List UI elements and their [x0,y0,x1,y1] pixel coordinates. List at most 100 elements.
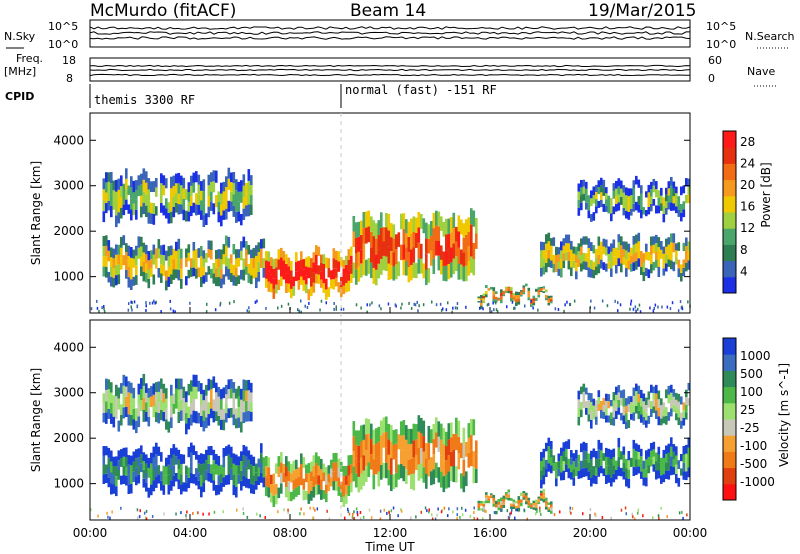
echo-cell [650,254,653,265]
echo-cell [160,409,163,421]
echo-cell [195,468,198,477]
echo-cell [337,458,341,468]
echo-cell [382,241,386,256]
echo-cell [567,252,571,261]
echo-cell [117,244,121,255]
echo-cell [120,175,123,187]
echo-cell [335,471,338,482]
echo-cell [410,428,413,444]
speckle-cell [145,509,148,513]
echo-cell [252,258,256,269]
speckle-cell [264,516,266,519]
echo-cell [192,267,196,277]
echo-cell [425,222,428,239]
echo-cell [467,423,471,438]
echo-cell [485,500,488,504]
echo-cell [162,185,166,196]
echo-cell [672,396,676,405]
echo-cell [142,385,146,398]
echo-cell [127,403,131,415]
echo-cell [590,459,593,469]
speckle-cell [265,306,267,310]
speckle-cell [671,301,674,305]
echo-cell [672,233,676,243]
echo-cell [127,256,131,267]
echo-cell [540,461,543,471]
echo-cell [610,243,613,252]
echo-cell [675,257,678,265]
echo-cell [252,484,256,494]
echo-cell [360,473,363,490]
echo-cell [190,452,193,463]
echo-cell [160,471,163,481]
echo-cell [665,389,668,399]
echo-cell [227,444,231,455]
speckle-cell [629,307,631,311]
echo-cell [662,197,666,206]
echo-cell [412,440,416,458]
echo-cell [595,248,598,258]
echo-cell [680,468,683,476]
echo-cell [610,251,613,261]
echo-cell [140,236,143,247]
echo-cell [635,175,638,185]
echo-cell [195,193,198,205]
echo-cell [145,171,148,183]
echo-cell [275,463,278,474]
echo-cell [130,176,133,188]
speckle-cell [378,304,381,308]
echo-cell [610,260,613,269]
echo-cell [137,175,141,186]
echo-cell [147,200,151,213]
echo-cell [622,471,626,480]
echo-cell [550,297,553,300]
echo-cell [417,258,421,274]
echo-cell [685,254,688,263]
echo-cell [267,251,271,262]
echo-cell [180,454,183,465]
echo-cell [472,419,476,436]
echo-cell [180,258,183,269]
echo-cell [512,501,516,505]
echo-cell [650,408,653,417]
echo-cell [637,444,641,452]
colorbar-tick-label: 100 [740,385,763,399]
echo-cell [595,416,598,425]
echo-cell [180,464,183,475]
echo-cell [412,423,416,441]
echo-cell [305,473,308,483]
echo-cell [227,389,231,399]
echo-cell [217,249,221,259]
echo-cell [550,245,553,253]
echo-cell [572,260,576,268]
echo-cell [275,494,278,505]
echo-cell [302,489,306,501]
echo-cell [320,458,323,470]
echo-cell [675,199,678,207]
speckle-cell [408,301,410,305]
echo-cell [245,477,248,488]
echo-cell [165,208,168,219]
echo-cell [607,195,611,205]
echo-cell [285,466,288,477]
speckle-cell [360,306,362,310]
speckle-cell [335,305,337,309]
echo-cell [190,258,193,268]
echo-cell [345,274,348,284]
echo-cell [590,402,593,411]
echo-cell [225,245,228,256]
echo-cell [237,249,241,258]
echo-cell [595,199,598,207]
echo-cell [170,384,173,396]
echo-cell [155,248,158,259]
colorbar-tick-label: 1000 [740,349,771,363]
echo-cell [272,278,276,289]
echo-cell [287,266,291,275]
echo-cell [190,462,193,474]
echo-cell [212,449,216,460]
echo-cell [290,270,293,280]
echo-cell [320,271,323,280]
echo-cell [127,245,131,257]
speckle-cell [554,307,557,311]
echo-cell [425,473,428,489]
